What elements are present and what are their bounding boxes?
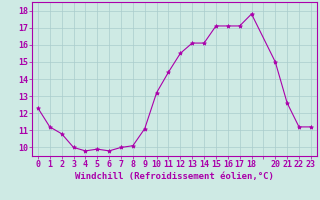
X-axis label: Windchill (Refroidissement éolien,°C): Windchill (Refroidissement éolien,°C)	[75, 172, 274, 181]
